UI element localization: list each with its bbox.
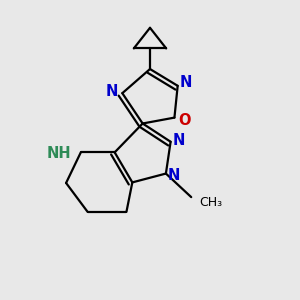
Text: NH: NH xyxy=(46,146,71,161)
Text: CH₃: CH₃ xyxy=(200,196,223,209)
Text: N: N xyxy=(179,75,191,90)
Text: O: O xyxy=(178,113,191,128)
Text: N: N xyxy=(167,168,180,183)
Text: N: N xyxy=(173,133,185,148)
Text: N: N xyxy=(106,84,118,99)
